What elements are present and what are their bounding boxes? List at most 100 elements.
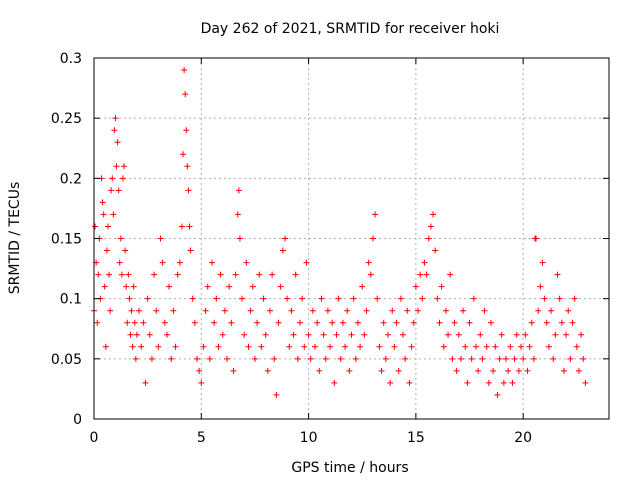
data-point xyxy=(110,211,117,218)
data-point xyxy=(133,331,140,338)
data-point xyxy=(294,355,301,362)
data-point xyxy=(204,283,211,290)
data-point xyxy=(101,283,108,290)
data-point xyxy=(470,295,477,302)
data-point xyxy=(331,379,338,386)
data-point xyxy=(468,355,475,362)
x-tick-label: 5 xyxy=(197,430,206,446)
data-point xyxy=(235,187,242,194)
data-point xyxy=(352,355,359,362)
data-point xyxy=(457,355,464,362)
data-point xyxy=(558,319,565,326)
data-point xyxy=(419,295,426,302)
data-point xyxy=(556,295,563,302)
y-tick-label: 0 xyxy=(73,412,82,428)
data-point xyxy=(202,307,209,314)
data-point xyxy=(400,331,406,338)
data-point xyxy=(309,307,316,314)
data-point xyxy=(472,343,479,350)
data-point xyxy=(432,247,439,254)
data-point xyxy=(112,115,119,122)
data-point xyxy=(535,307,542,314)
data-point xyxy=(462,343,469,350)
data-point xyxy=(485,379,492,386)
data-point xyxy=(126,295,133,302)
data-point xyxy=(447,271,454,278)
data-point xyxy=(307,355,314,362)
axis-ticks xyxy=(93,57,609,420)
data-point xyxy=(187,247,194,254)
data-point xyxy=(100,211,107,218)
chart-title: Day 262 of 2021, SRMTID for receiver hok… xyxy=(201,21,500,37)
data-point xyxy=(115,187,122,194)
y-tick-label: 0.3 xyxy=(60,51,82,67)
data-point xyxy=(194,355,200,362)
data-point xyxy=(410,319,417,326)
data-point xyxy=(247,307,254,314)
data-point xyxy=(520,355,527,362)
data-point xyxy=(421,259,428,266)
x-tick-label: 15 xyxy=(407,430,425,446)
data-point xyxy=(198,379,205,386)
data-point xyxy=(415,307,422,314)
data-point xyxy=(376,343,383,350)
data-point xyxy=(292,271,299,278)
data-point xyxy=(389,307,396,314)
y-tick-label: 0.25 xyxy=(51,111,82,127)
data-point xyxy=(128,307,135,314)
data-point xyxy=(281,235,288,242)
data-point xyxy=(460,307,467,314)
data-point xyxy=(518,343,525,350)
data-point xyxy=(329,319,336,326)
data-point xyxy=(305,331,312,338)
data-point xyxy=(215,343,222,350)
plot-frame xyxy=(93,57,610,420)
data-point xyxy=(348,331,355,338)
data-point xyxy=(301,343,308,350)
data-point xyxy=(387,379,394,386)
data-point xyxy=(275,319,282,326)
data-point xyxy=(182,91,189,98)
data-point xyxy=(511,355,518,362)
data-point xyxy=(475,367,482,374)
data-point xyxy=(548,307,555,314)
data-point xyxy=(219,331,226,338)
data-point xyxy=(299,295,306,302)
data-point xyxy=(138,343,145,350)
data-point xyxy=(455,331,462,338)
data-point xyxy=(273,391,280,398)
data-point xyxy=(92,223,99,230)
data-point xyxy=(361,331,368,338)
y-tick-labels: 0 0.05 0.1 0.15 0.2 0.25 0.3 xyxy=(51,51,82,428)
data-point xyxy=(271,355,278,362)
data-point xyxy=(232,271,239,278)
data-point xyxy=(582,379,589,386)
data-point xyxy=(103,247,110,254)
data-point xyxy=(434,295,441,302)
data-point xyxy=(395,367,402,374)
data-point xyxy=(131,319,138,326)
data-point xyxy=(382,355,389,362)
data-point xyxy=(324,307,331,314)
data-point xyxy=(530,355,537,362)
data-point xyxy=(284,295,291,302)
data-point xyxy=(122,247,129,254)
y-tick-label: 0.05 xyxy=(51,352,82,368)
data-point xyxy=(124,319,131,326)
data-point xyxy=(121,163,128,170)
data-point xyxy=(117,235,124,242)
data-point xyxy=(206,355,213,362)
data-point xyxy=(492,343,499,350)
y-tick-label: 0.15 xyxy=(51,232,82,248)
grid-lines xyxy=(94,58,609,419)
data-point xyxy=(314,319,321,326)
data-point xyxy=(318,295,325,302)
data-point xyxy=(374,295,381,302)
data-point xyxy=(116,259,123,266)
data-point xyxy=(550,355,557,362)
data-point xyxy=(408,343,415,350)
data-point xyxy=(412,283,419,290)
data-point xyxy=(384,331,391,338)
data-point xyxy=(563,331,570,338)
